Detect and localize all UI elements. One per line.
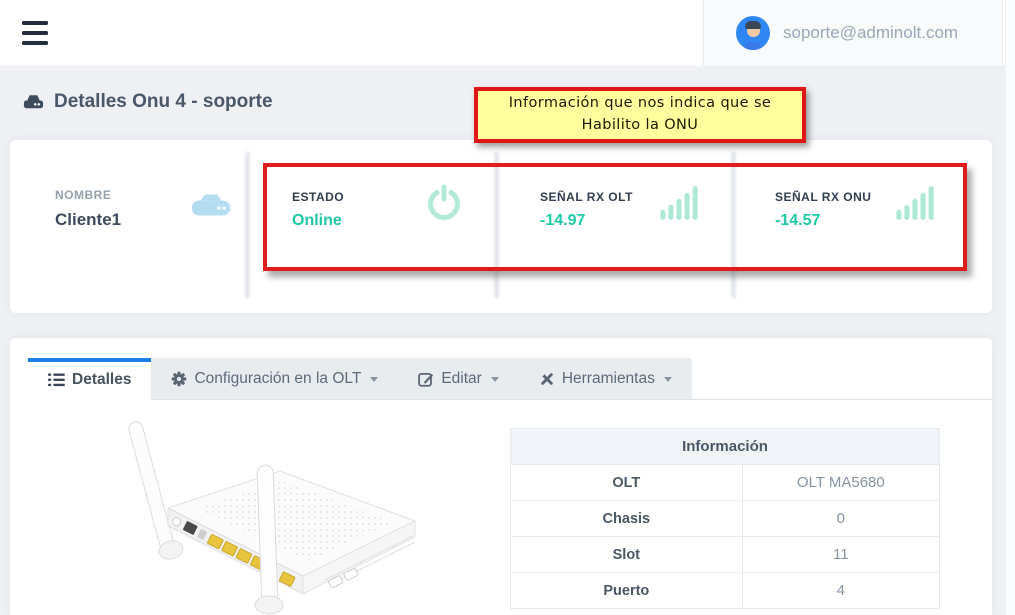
page-title: Detalles Onu 4 - soporte bbox=[22, 90, 273, 113]
chevron-down-icon bbox=[370, 376, 379, 382]
row-label: Chasis bbox=[510, 500, 743, 537]
row-label: Slot bbox=[510, 536, 743, 573]
list-icon bbox=[48, 372, 65, 386]
tab-label: Detalles bbox=[72, 370, 132, 388]
user-email: soporte@adminolt.com bbox=[783, 23, 959, 42]
divider bbox=[244, 152, 251, 298]
estado-label: ESTADO bbox=[292, 190, 345, 204]
router-product-image bbox=[128, 421, 417, 615]
details-panel: Detalles Configuración en la OLT bbox=[10, 338, 992, 615]
edit-icon bbox=[418, 372, 434, 387]
chevron-down-icon bbox=[663, 376, 672, 382]
tab-bar: Detalles Configuración en la OLT bbox=[28, 358, 992, 400]
info-table: Información OLT OLT MA5680 Chasis 0 Slot… bbox=[510, 428, 941, 609]
tab-herramientas[interactable]: Herramientas bbox=[519, 358, 692, 399]
user-menu[interactable]: soporte@adminolt.com bbox=[703, 0, 1003, 66]
row-label: OLT bbox=[510, 464, 743, 501]
gear-icon bbox=[172, 371, 187, 387]
rx-olt-value: -14.97 bbox=[540, 212, 586, 229]
table-header-row: Información bbox=[510, 428, 940, 465]
table-row: OLT OLT MA5680 bbox=[510, 464, 941, 501]
signal-bars-icon bbox=[660, 186, 698, 220]
tab-label: Herramientas bbox=[561, 370, 655, 387]
table-row: Puerto 4 bbox=[510, 572, 941, 609]
tab-detalles[interactable]: Detalles bbox=[28, 358, 152, 400]
row-value: 0 bbox=[741, 500, 941, 537]
table-row: Slot 11 bbox=[510, 536, 941, 573]
hamburger-menu-icon[interactable] bbox=[22, 21, 50, 45]
nombre-value: Cliente1 bbox=[55, 210, 122, 229]
estado-value: Online bbox=[292, 212, 342, 229]
nombre-label: NOMBRE bbox=[55, 188, 112, 202]
row-label: Puerto bbox=[510, 572, 743, 609]
divider bbox=[493, 152, 500, 298]
rx-olt-label: SEÑAL RX OLT bbox=[540, 190, 633, 204]
annotation-text: Información que nos indica que se Habili… bbox=[508, 95, 772, 133]
tab-editar[interactable]: Editar bbox=[398, 358, 519, 399]
rx-olt-section: SEÑAL RX OLT -14.97 bbox=[540, 190, 633, 230]
tools-icon bbox=[540, 372, 553, 385]
chevron-down-icon bbox=[490, 376, 499, 382]
row-value: OLT MA5680 bbox=[741, 464, 941, 501]
avatar bbox=[736, 16, 770, 50]
page-title-text: Detalles Onu 4 - soporte bbox=[54, 90, 273, 112]
signal-bars-icon bbox=[896, 186, 934, 220]
power-icon bbox=[428, 184, 460, 220]
rx-onu-label: SEÑAL RX ONU bbox=[775, 190, 872, 204]
onu-device-icon bbox=[23, 95, 44, 109]
row-value: 11 bbox=[741, 536, 941, 573]
rx-onu-value: -14.57 bbox=[775, 212, 821, 229]
top-bar: soporte@adminolt.com bbox=[0, 0, 1015, 67]
table-title: Información bbox=[510, 428, 940, 465]
nombre-section: NOMBRE Cliente1 bbox=[55, 188, 121, 230]
tab-label: Editar bbox=[441, 370, 482, 387]
divider bbox=[730, 152, 737, 298]
rx-onu-section: SEÑAL RX ONU -14.57 bbox=[775, 190, 871, 230]
router-icon bbox=[191, 194, 231, 216]
scrollbar-track[interactable] bbox=[1005, 0, 1015, 615]
table-row: Chasis 0 bbox=[510, 500, 941, 537]
tab-configuracion-olt[interactable]: Configuración en la OLT bbox=[151, 358, 398, 399]
annotation-box: Información que nos indica que se Habili… bbox=[474, 87, 806, 143]
tab-label: Configuración en la OLT bbox=[194, 370, 362, 387]
estado-section: ESTADO Online bbox=[292, 190, 344, 230]
row-value: 4 bbox=[741, 572, 941, 609]
status-card: NOMBRE Cliente1 ESTADO Online SEÑAL RX O… bbox=[10, 140, 992, 313]
